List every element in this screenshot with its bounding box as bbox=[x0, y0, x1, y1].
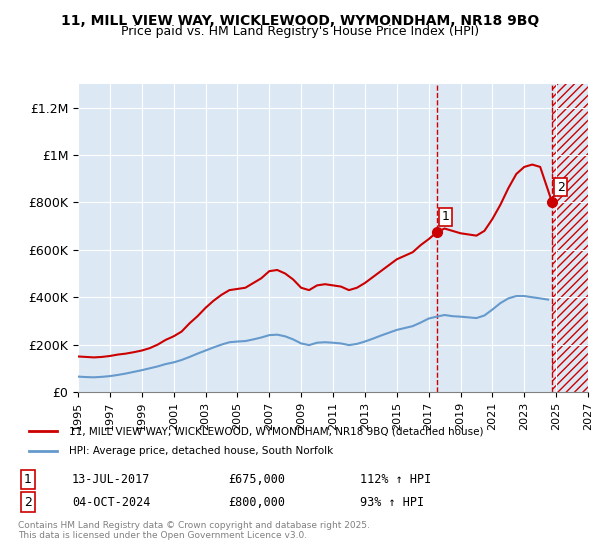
Text: 93% ↑ HPI: 93% ↑ HPI bbox=[360, 496, 424, 508]
Text: 13-JUL-2017: 13-JUL-2017 bbox=[72, 473, 151, 486]
Text: £675,000: £675,000 bbox=[228, 473, 285, 486]
Text: £800,000: £800,000 bbox=[228, 496, 285, 508]
Text: 112% ↑ HPI: 112% ↑ HPI bbox=[360, 473, 431, 486]
Text: 1: 1 bbox=[442, 210, 450, 223]
Bar bbox=[552, 84, 588, 392]
Text: 11, MILL VIEW WAY, WICKLEWOOD, WYMONDHAM, NR18 9BQ (detached house): 11, MILL VIEW WAY, WICKLEWOOD, WYMONDHAM… bbox=[69, 426, 483, 436]
Text: 04-OCT-2024: 04-OCT-2024 bbox=[72, 496, 151, 508]
Text: 1: 1 bbox=[24, 473, 32, 486]
Text: Contains HM Land Registry data © Crown copyright and database right 2025.
This d: Contains HM Land Registry data © Crown c… bbox=[18, 521, 370, 540]
Text: Price paid vs. HM Land Registry's House Price Index (HPI): Price paid vs. HM Land Registry's House … bbox=[121, 25, 479, 38]
Text: 2: 2 bbox=[24, 496, 32, 508]
Text: 2: 2 bbox=[557, 181, 565, 194]
Text: 11, MILL VIEW WAY, WICKLEWOOD, WYMONDHAM, NR18 9BQ: 11, MILL VIEW WAY, WICKLEWOOD, WYMONDHAM… bbox=[61, 14, 539, 28]
Text: HPI: Average price, detached house, South Norfolk: HPI: Average price, detached house, Sout… bbox=[69, 446, 333, 456]
